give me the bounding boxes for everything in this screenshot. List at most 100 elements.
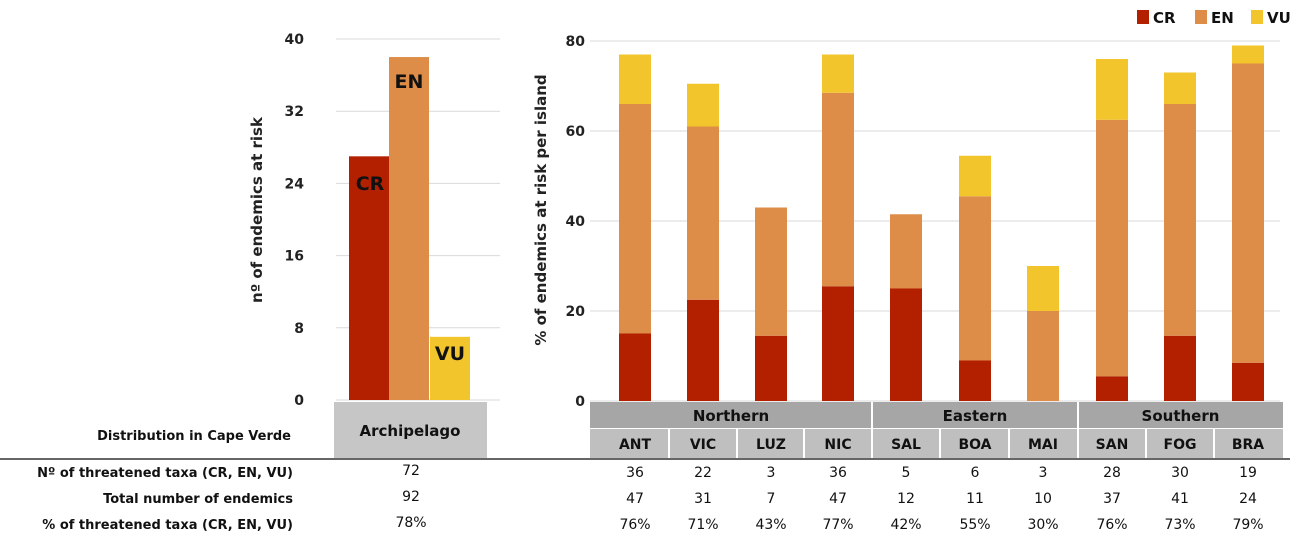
bar-FOG-CR — [1164, 335, 1196, 401]
island-value-BOA: 55% — [959, 517, 990, 533]
bar-LUZ-CR — [755, 335, 787, 401]
category-label-BRA: BRA — [1232, 437, 1264, 453]
legend: CR EN VU — [1137, 9, 1290, 27]
legend-label-EN: EN — [1211, 9, 1234, 27]
archipelago-value: 92 — [402, 489, 420, 505]
right-y-tick-label: 0 — [575, 394, 585, 410]
left-y-tick-label: 0 — [294, 393, 304, 409]
bar-ANT-CR — [619, 333, 651, 401]
island-value-NIC: 36 — [829, 465, 847, 481]
group-header-label: Southern — [1142, 407, 1220, 425]
summary-table: Archipelago Distribution in Cape Verde Nº … — [0, 402, 1290, 533]
category-label-VIC: VIC — [690, 437, 716, 453]
island-value-NIC: 47 — [829, 491, 847, 507]
left-bar-EN — [389, 57, 429, 401]
group-header-label: Eastern — [943, 407, 1008, 425]
right-y-tick-label: 40 — [566, 214, 586, 230]
legend-swatch-VU — [1251, 10, 1263, 24]
island-value-BOA: 6 — [971, 465, 980, 481]
right-y-axis-label: % of endemics at risk per island — [532, 74, 550, 345]
island-value-ANT: 76% — [619, 517, 650, 533]
category-label-SAL: SAL — [891, 437, 921, 453]
left-y-tick-label: 24 — [285, 176, 305, 192]
legend-label-CR: CR — [1153, 9, 1176, 27]
left-chart-archipelago: 0 8 16 24 32 40 nº of endemics at risk CR EN VU — [248, 32, 500, 409]
group-header-bg — [590, 402, 872, 428]
group-header-label: Northern — [693, 407, 769, 425]
table-row-label: % of threatened taxa (CR, EN, VU) — [42, 518, 293, 533]
island-value-SAL: 5 — [902, 465, 911, 481]
left-bar-CR — [349, 156, 389, 400]
island-value-SAN: 28 — [1103, 465, 1121, 481]
island-value-VIC: 31 — [694, 491, 712, 507]
island-value-FOG: 73% — [1164, 517, 1195, 533]
legend-label-VU: VU — [1267, 9, 1290, 27]
bar-BOA-VU — [959, 155, 991, 197]
island-value-LUZ: 3 — [767, 465, 776, 481]
bar-SAN-CR — [1096, 376, 1128, 401]
right-y-tick-label: 20 — [566, 304, 586, 320]
legend-swatch-EN — [1195, 10, 1207, 24]
bar-BRA-EN — [1232, 63, 1264, 363]
bar-LUZ-EN — [755, 207, 787, 336]
legend-swatch-CR — [1137, 10, 1149, 24]
island-value-FOG: 41 — [1171, 491, 1189, 507]
bar-SAL-EN — [890, 214, 922, 289]
island-value-SAL: 12 — [897, 491, 915, 507]
right-y-tick-label: 60 — [566, 124, 586, 140]
island-value-LUZ: 7 — [767, 491, 776, 507]
bar-VIC-CR — [687, 299, 719, 401]
distribution-label: Distribution in Cape Verde — [97, 429, 291, 444]
left-bar-label: VU — [435, 343, 465, 365]
bar-ANT-EN — [619, 104, 651, 334]
island-value-ANT: 36 — [626, 465, 644, 481]
left-y-axis-label: nº of endemics at risk — [248, 116, 266, 303]
bar-VIC-EN — [687, 126, 719, 300]
bar-BOA-EN — [959, 196, 991, 361]
island-value-SAN: 37 — [1103, 491, 1121, 507]
left-y-tick-label: 8 — [294, 321, 304, 337]
island-value-SAN: 76% — [1096, 517, 1127, 533]
island-value-MAI: 10 — [1034, 491, 1052, 507]
bar-NIC-CR — [822, 286, 854, 401]
group-header-bg — [872, 402, 1078, 428]
left-bar-label: CR — [356, 173, 385, 195]
island-value-NIC: 77% — [822, 517, 853, 533]
category-label-SAN: SAN — [1096, 437, 1129, 453]
right-chart-islands: 0 20 40 60 80 % of endemics at risk per islan… — [532, 34, 1283, 458]
left-y-tick-label: 32 — [285, 104, 304, 120]
bar-BRA-CR — [1232, 362, 1264, 401]
table-row-label: Nº of threatened taxa (CR, EN, VU) — [37, 466, 293, 481]
left-bar-label: EN — [395, 71, 424, 93]
bar-MAI-VU — [1027, 266, 1059, 311]
bar-NIC-VU — [822, 54, 854, 93]
island-value-BRA: 79% — [1232, 517, 1263, 533]
island-value-ANT: 47 — [626, 491, 644, 507]
bar-NIC-EN — [822, 92, 854, 287]
category-label-NIC: NIC — [824, 437, 851, 453]
island-value-BRA: 19 — [1239, 465, 1257, 481]
archipelago-value: 78% — [395, 515, 426, 531]
category-label-BOA: BOA — [958, 437, 991, 453]
bar-SAL-CR — [890, 288, 922, 401]
island-value-SAL: 42% — [890, 517, 921, 533]
left-y-tick-label: 16 — [285, 249, 304, 265]
island-value-FOG: 30 — [1171, 465, 1189, 481]
bar-VIC-VU — [687, 83, 719, 127]
category-header-bg — [590, 429, 1283, 458]
island-value-MAI: 3 — [1039, 465, 1048, 481]
bar-BRA-VU — [1232, 45, 1264, 64]
left-bar-VU — [430, 336, 470, 400]
bar-SAN-EN — [1096, 119, 1128, 377]
island-value-VIC: 22 — [694, 465, 712, 481]
category-label-LUZ: LUZ — [756, 437, 786, 453]
archipelago-value: 72 — [402, 463, 420, 479]
bar-BOA-CR — [959, 360, 991, 401]
bar-MAI-EN — [1027, 311, 1059, 401]
island-value-MAI: 30% — [1027, 517, 1058, 533]
category-label-FOG: FOG — [1164, 437, 1197, 453]
category-label-ANT: ANT — [619, 437, 652, 453]
bar-FOG-VU — [1164, 72, 1196, 104]
bar-FOG-EN — [1164, 104, 1196, 336]
